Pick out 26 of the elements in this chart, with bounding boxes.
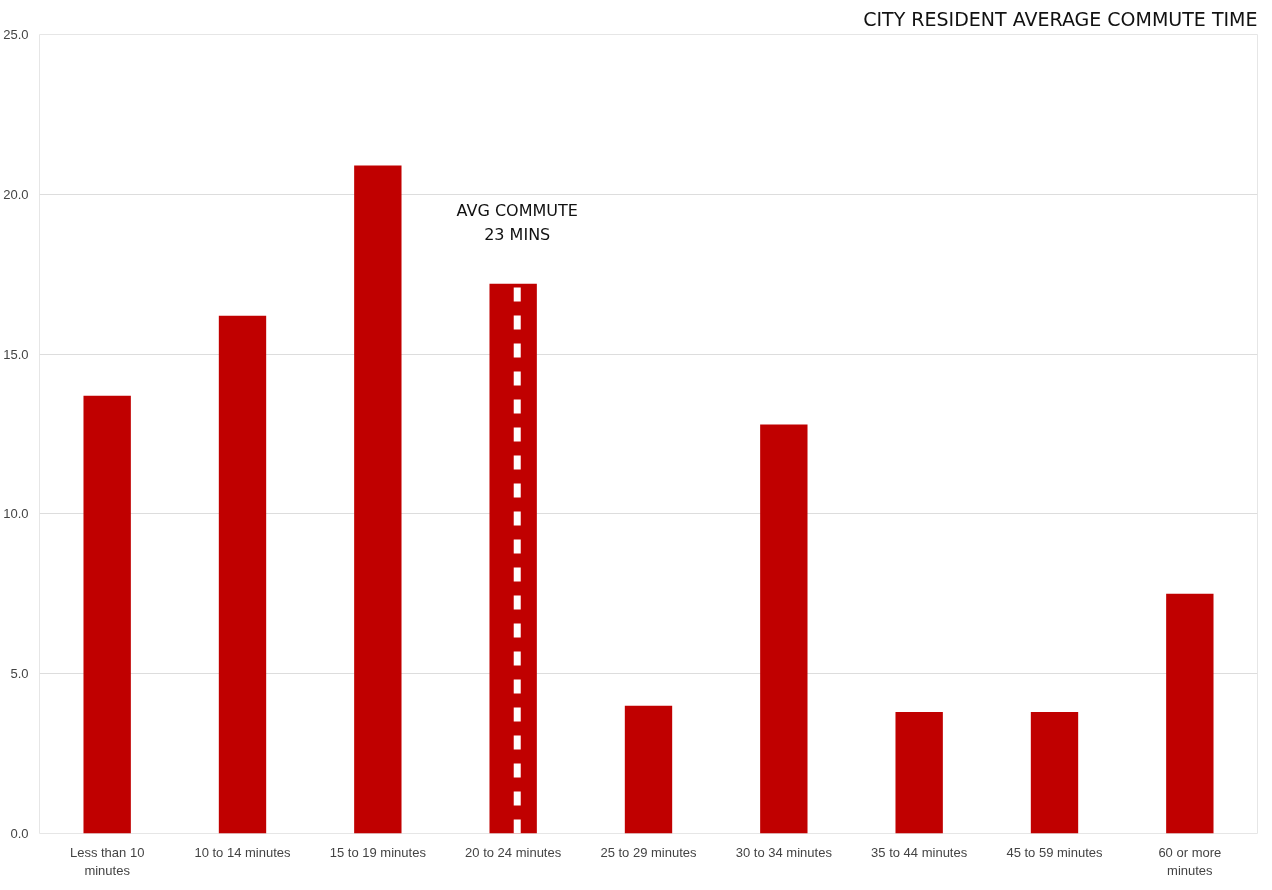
y-tick-label: 15.0	[3, 346, 29, 362]
y-tick-label: 0.0	[10, 826, 29, 841]
y-tick-label: 20.0	[3, 186, 29, 202]
bar	[895, 712, 943, 834]
y-tick-label: 5.0	[10, 666, 29, 682]
ref-line-label: AVG COMMUTE 23 MINS	[456, 200, 578, 245]
chart-title: CITY RESIDENT AVERAGE COMMUTE TIME	[863, 7, 1258, 30]
y-tick-label: 10.0	[3, 506, 29, 522]
x-tick-label: 25 to 29 minutes	[600, 844, 698, 860]
bar	[624, 705, 673, 834]
bar	[354, 165, 402, 834]
bar	[1166, 593, 1214, 834]
bar	[1030, 712, 1079, 834]
x-tick-label: 45 to 59 minutes	[1006, 844, 1104, 860]
x-tick-label: 20 to 24 minutes	[465, 844, 562, 860]
y-tick-label: 25.0	[3, 27, 29, 42]
bar	[489, 283, 537, 834]
x-tick-label: 30 to 34 minutes	[735, 844, 833, 860]
x-tick-label: 15 to 19 minutes	[329, 844, 427, 860]
x-tick-label: 60 or more minutes	[1158, 844, 1222, 878]
x-tick-label: Less than 10 minutes	[69, 844, 145, 878]
x-tick-label: 10 to 14 minutes	[194, 844, 292, 860]
x-tick-label: 35 to 44 minutes	[871, 844, 968, 860]
bar	[218, 315, 267, 834]
bar	[83, 395, 131, 834]
bar	[760, 424, 808, 834]
